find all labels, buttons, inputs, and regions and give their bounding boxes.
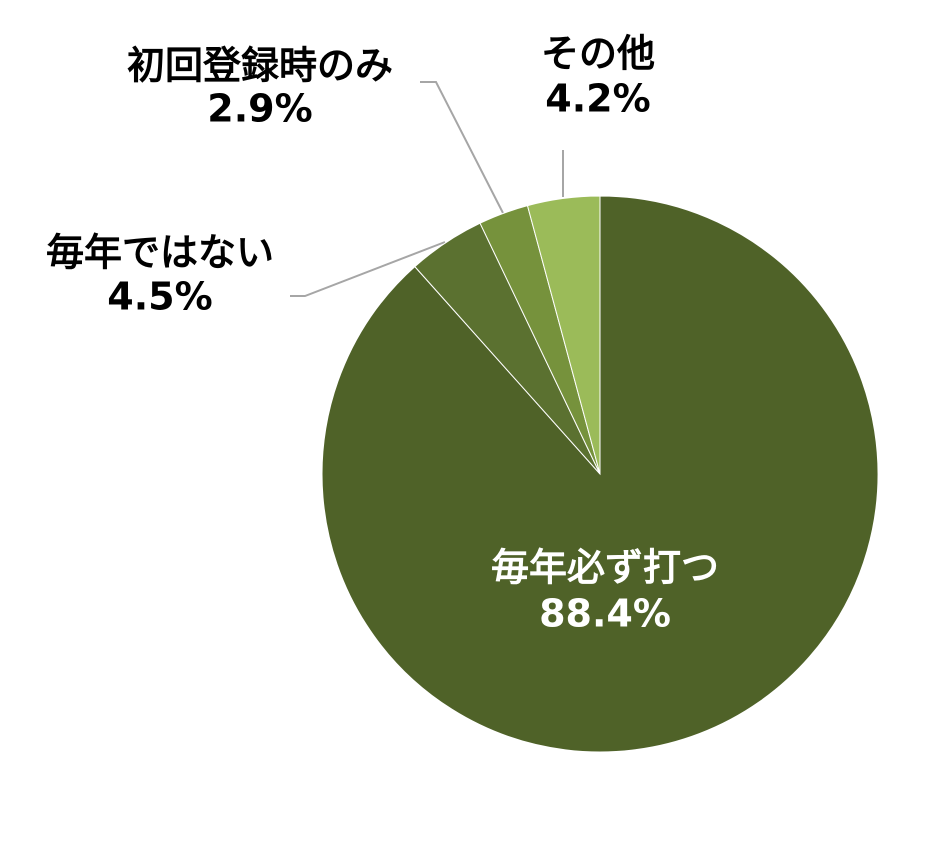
value-label: 4.5% [107, 275, 212, 319]
pie-slice [526, 195, 601, 475]
leader-line [290, 241, 446, 297]
slice-label: 初回登録時のみ [127, 44, 393, 88]
slice-label: 毎年必ず打つ [491, 546, 719, 590]
value-label: 2.9% [207, 87, 312, 131]
value-label: 4.2% [545, 77, 650, 121]
value-label: 88.4% [539, 592, 671, 636]
slice-label: 毎年ではない [46, 231, 274, 275]
pie-slice [321, 195, 879, 753]
leader-line [420, 81, 504, 214]
slice-label: その他 [541, 32, 655, 76]
